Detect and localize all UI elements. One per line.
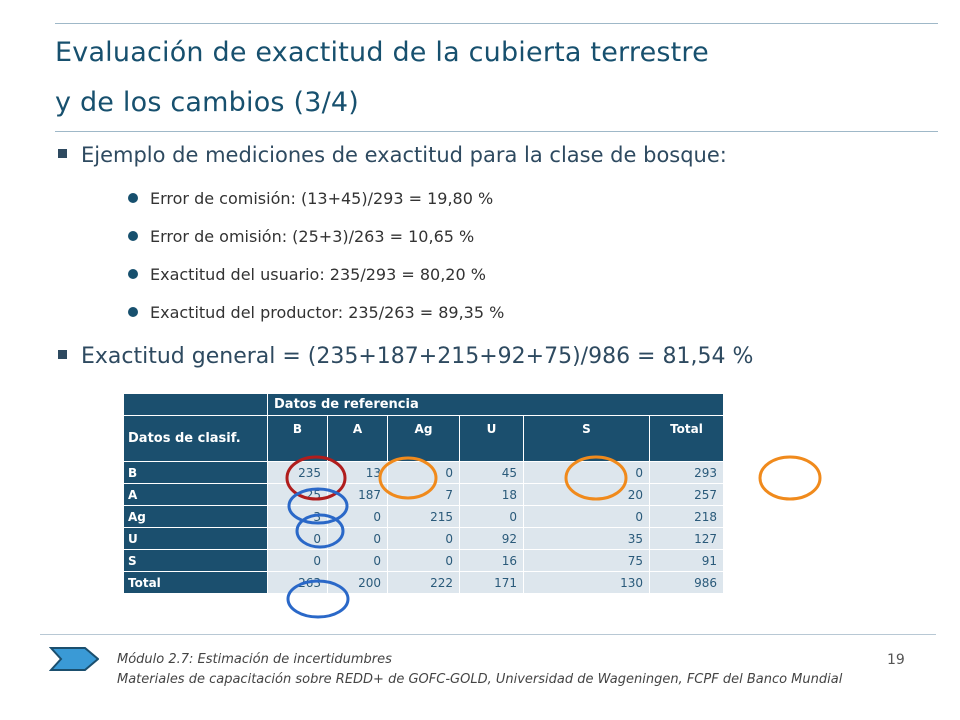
col-header: Total bbox=[649, 415, 724, 462]
col-header: U bbox=[459, 415, 524, 462]
table-cell: 0 bbox=[327, 527, 388, 550]
table-cell: 18 bbox=[459, 483, 524, 506]
table-cell: 257 bbox=[649, 483, 724, 506]
table-cell: 16 bbox=[459, 549, 524, 572]
corner-blank bbox=[123, 393, 268, 416]
sub-bullet-commission: Error de comisión: (13+45)/293 = 19,80 % bbox=[128, 189, 493, 208]
slide-title: Evaluación de exactitud de la cubierta t… bbox=[55, 28, 935, 128]
row-label: S bbox=[123, 549, 268, 572]
bullet-overall-accuracy: Exactitud general = (235+187+215+92+75)/… bbox=[58, 344, 753, 369]
dot-bullet-icon bbox=[128, 307, 138, 317]
table-cell: 45 bbox=[459, 461, 524, 484]
table-cell: 0 bbox=[387, 549, 460, 572]
table-cell: 13 bbox=[327, 461, 388, 484]
table-cell: 222 bbox=[387, 571, 460, 594]
row-label: B bbox=[123, 461, 268, 484]
top-rule bbox=[55, 23, 938, 24]
sub-bullet-user-accuracy: Exactitud del usuario: 235/293 = 80,20 % bbox=[128, 265, 486, 284]
table-row: Ag 3 0 215 0 0 218 bbox=[123, 505, 724, 528]
table-cell: 7 bbox=[387, 483, 460, 506]
table-cell: 0 bbox=[387, 527, 460, 550]
row-label: Total bbox=[123, 571, 268, 594]
table-cell: 171 bbox=[459, 571, 524, 594]
table-cell: 293 bbox=[649, 461, 724, 484]
col-header: B bbox=[267, 415, 328, 462]
footer-materials: Materiales de capacitación sobre REDD+ d… bbox=[117, 672, 843, 687]
title-rule bbox=[55, 131, 938, 132]
dot-bullet-icon bbox=[128, 231, 138, 241]
table-cell: 215 bbox=[387, 505, 460, 528]
table-row: Total 263 200 222 171 130 986 bbox=[123, 571, 724, 594]
table-cell: 92 bbox=[459, 527, 524, 550]
table-cell: 0 bbox=[387, 461, 460, 484]
table-cell: 25 bbox=[267, 483, 328, 506]
footer-module: Módulo 2.7: Estimación de incertidumbres bbox=[117, 652, 392, 667]
title-line-1: Evaluación de exactitud de la cubierta t… bbox=[55, 37, 709, 68]
table-cell: 0 bbox=[267, 549, 328, 572]
row-label: U bbox=[123, 527, 268, 550]
chevron-arrow-icon bbox=[49, 647, 99, 671]
table-cell: 263 bbox=[267, 571, 328, 594]
dot-bullet-icon bbox=[128, 193, 138, 203]
row-label: Ag bbox=[123, 505, 268, 528]
table-cell: 130 bbox=[523, 571, 650, 594]
classified-header: Datos de clasif. bbox=[123, 415, 268, 462]
table-cell: 0 bbox=[327, 549, 388, 572]
row-label: A bbox=[123, 483, 268, 506]
table-row: U 0 0 0 92 35 127 bbox=[123, 527, 724, 550]
table-cell: 3 bbox=[267, 505, 328, 528]
table-cell: 75 bbox=[523, 549, 650, 572]
col-header: S bbox=[523, 415, 650, 462]
table-cell: 127 bbox=[649, 527, 724, 550]
table-cell: 0 bbox=[327, 505, 388, 528]
col-header: A bbox=[327, 415, 388, 462]
table-cell: 187 bbox=[327, 483, 388, 506]
confusion-matrix: Datos de referencia Datos de clasif. B A… bbox=[123, 393, 724, 594]
page-number: 19 bbox=[887, 652, 905, 668]
sub-bullet-producer-accuracy: Exactitud del productor: 235/263 = 89,35… bbox=[128, 303, 504, 322]
table-cell: 91 bbox=[649, 549, 724, 572]
table-cell: 0 bbox=[523, 461, 650, 484]
bullet-forest-example: Ejemplo de mediciones de exactitud para … bbox=[58, 143, 727, 167]
table-cell: 218 bbox=[649, 505, 724, 528]
square-bullet-icon bbox=[58, 149, 67, 158]
table-row: A 25 187 7 18 20 257 bbox=[123, 483, 724, 506]
table-row: B 235 13 0 45 0 293 bbox=[123, 461, 724, 484]
table-cell: 200 bbox=[327, 571, 388, 594]
table-cell: 0 bbox=[523, 505, 650, 528]
table-cell: 0 bbox=[267, 527, 328, 550]
square-bullet-icon bbox=[58, 350, 67, 359]
orange-circle-b-total bbox=[758, 455, 822, 501]
table-cell: 20 bbox=[523, 483, 650, 506]
table-row: S 0 0 0 16 75 91 bbox=[123, 549, 724, 572]
title-line-2: y de los cambios (3/4) bbox=[55, 87, 359, 118]
dot-bullet-icon bbox=[128, 269, 138, 279]
reference-header: Datos de referencia bbox=[267, 393, 724, 416]
footer-rule bbox=[40, 634, 936, 635]
table-cell: 235 bbox=[267, 461, 328, 484]
table-cell: 986 bbox=[649, 571, 724, 594]
table-cell: 35 bbox=[523, 527, 650, 550]
sub-bullet-omission: Error de omisión: (25+3)/263 = 10,65 % bbox=[128, 227, 474, 246]
table-cell: 0 bbox=[459, 505, 524, 528]
footer-text: Módulo 2.7: Estimación de incertidumbres… bbox=[117, 650, 857, 690]
col-header: Ag bbox=[387, 415, 460, 462]
